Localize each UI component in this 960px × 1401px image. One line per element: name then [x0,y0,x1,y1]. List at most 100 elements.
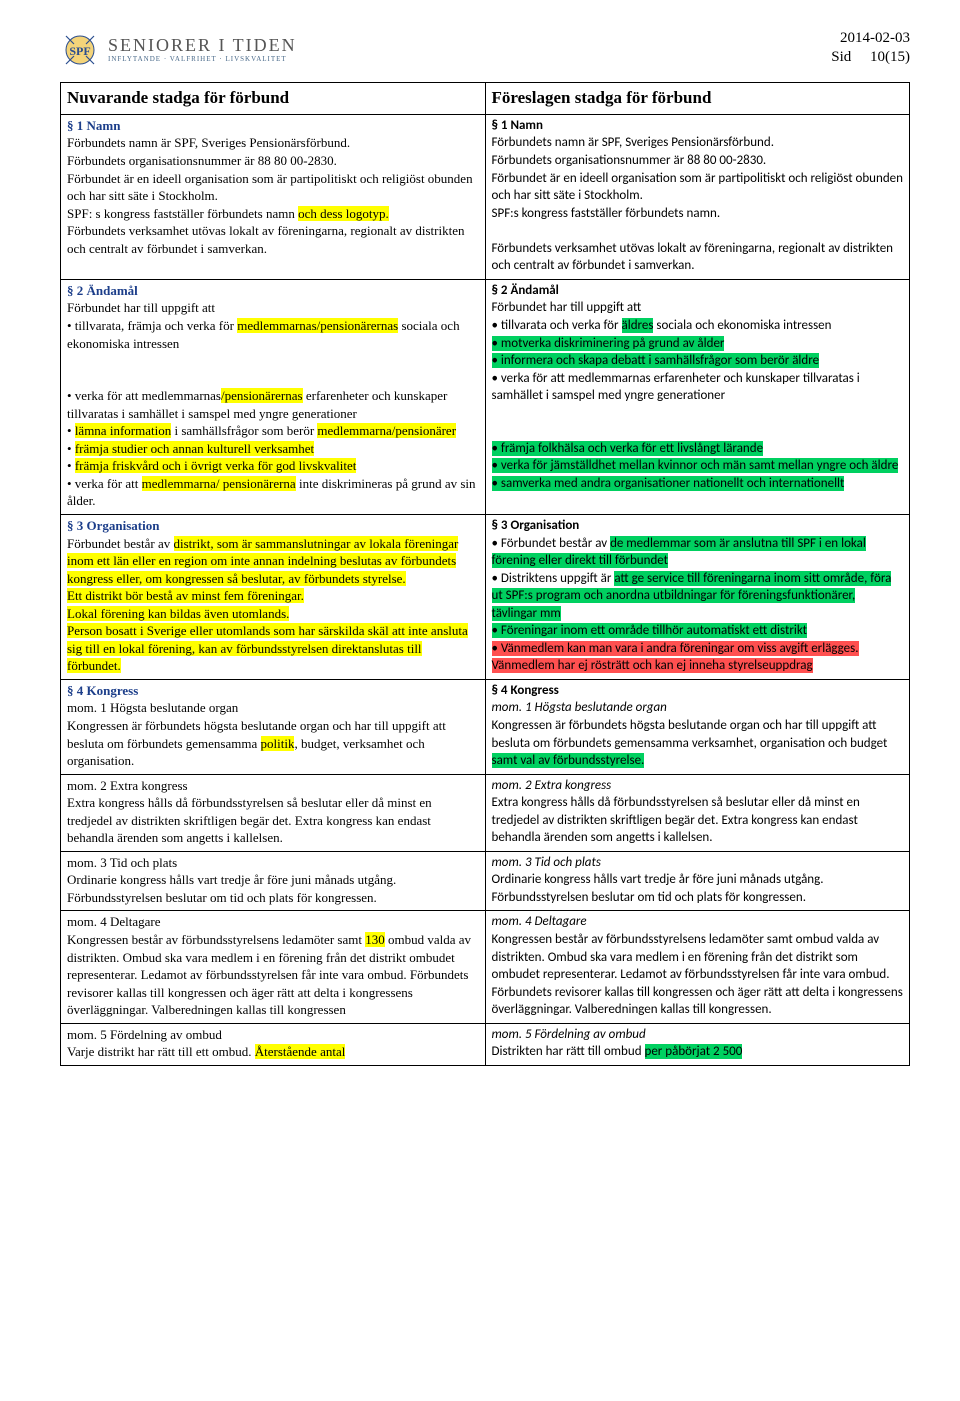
text-segment: Förbundet har till uppgift att [67,300,215,315]
text-segment: • verka för att [67,476,142,491]
text-segment: • främja folkhälsa och verka för ett liv… [492,441,764,456]
page-indicator: Sid 10(15) [831,49,910,66]
text-segment: och dess logotyp. [298,206,389,221]
table-row: mom. 2 Extra kongress Extra kongress håll… [61,774,910,851]
table-row: § 4 Kongress mom. 1 Högsta beslutande org… [61,679,910,774]
text-segment: • informera och skapa debatt i samhällsf… [492,353,820,368]
logo-block: SPF SENIORER I TIDEN INFLYTANDE · VALFRI… [60,30,297,70]
text-segment: mom. 2 Extra kongress [492,778,612,793]
proposed-cell: mom. 5 Fördelning av ombud Distrikten har… [485,1023,910,1065]
text-segment: Kongressen består av förbundsstyrelsens … [492,932,903,1017]
table-row: mom. 5 Fördelning av ombudVarje distrikt… [61,1023,910,1065]
text-segment: distrikt, som är sammanslutningar av lok… [174,536,459,551]
table-body: § 1 Namn Förbundets namn är SPF, Sveriges… [61,114,910,1065]
text-segment: • samverka med andra organisationer nati… [492,476,845,491]
section-heading: § 4 Kongress [67,683,138,698]
text-segment: Förbundets namn är SPF, Sveriges Pension… [492,135,775,150]
proposed-cell: mom. 4 Deltagare Kongressen består av för… [485,911,910,1023]
text-segment: lämna information [75,423,171,438]
section-heading: § 4 Kongress [492,683,559,698]
text-segment: • [67,441,75,456]
text-segment: Kongressen består av förbundsstyrelsens … [67,932,365,947]
text-segment: Förbundets organisationsnummer är 88 80 … [67,153,337,168]
text-segment: främja friskvård och i övrigt verka för … [75,458,357,473]
page: SPF SENIORER I TIDEN INFLYTANDE · VALFRI… [0,0,960,1096]
text-segment: • Föreningar inom ett område tillhör aut… [492,623,808,638]
table-row: mom. 3 Tid och plats Ordinarie kongress h… [61,851,910,911]
current-cell: mom. 5 Fördelning av ombudVarje distrikt… [61,1023,486,1065]
current-cell: § 2 Ändamål Förbundet har till uppgift at… [61,279,486,514]
current-cell: mom. 4 Deltagare Kongressen består av för… [61,911,486,1023]
text-segment: Distrikten har rätt till ombud [492,1044,645,1059]
text-segment: • [67,458,75,473]
table-row: § 2 Ändamål Förbundet har till uppgift at… [61,279,910,514]
section-heading: § 1 Namn [492,118,543,133]
section-heading: § 2 Ändamål [492,283,559,298]
text-segment: medlemmarnas/pensionärernas [237,318,398,333]
text-segment: Extra kongress hålls då förbundsstyrelse… [67,795,432,845]
text-segment: politik [261,736,295,751]
text-segment: Person bosatt i Sverige eller utomlands … [67,623,468,673]
table-row: § 3 Organisation Förbundet består av dist… [61,514,910,679]
text-segment: • Vänmedlem kan man vara i andra förenin… [492,641,859,656]
text-segment: Ordinarie kongress hålls vart tredje år … [67,872,396,905]
text-segment: mom. 5 Fördelning av ombud [492,1027,646,1042]
logo-text: SENIORER I TIDEN INFLYTANDE · VALFRIHET … [108,36,297,63]
current-cell: mom. 3 Tid och platsOrdinarie kongress h… [61,851,486,911]
org-tagline: INFLYTANDE · VALFRIHET · LIVSKVALITET [108,56,297,64]
text-segment: Förbundet består av [67,536,174,551]
text-segment: Vänmedlem har ej rösträtt och kan ej inn… [492,658,813,673]
sid-label: Sid [831,49,851,65]
text-segment: Återstående antal [255,1044,346,1059]
text-segment: SPF: s kongress fastställer förbundets n… [67,206,298,221]
proposed-cell: mom. 3 Tid och platsOrdinarie kongress h… [485,851,910,911]
text-segment: • tillvarata och verka för [492,318,622,333]
text-segment: i samhällsfrågor som berör [171,423,317,438]
text-segment: äldres [622,318,654,333]
text-segment: Förbundets verksamhet utövas lokalt av f… [492,241,894,274]
page-number: 10(15) [870,49,910,65]
text-segment: mom. 3 Tid och plats [492,855,601,870]
text-segment: • [67,423,75,438]
text-segment: mom. 1 Högsta beslutande organ [67,700,238,715]
current-cell: mom. 2 Extra kongress Extra kongress håll… [61,774,486,851]
text-segment: Extra kongress hålls då förbundsstyrelse… [492,795,860,845]
date-block: 2014-02-03 Sid 10(15) [831,30,910,66]
svg-text:SPF: SPF [69,44,90,58]
column-header-proposed: Föreslagen stadga för förbund [485,83,910,115]
text-segment: Förbundet är en ideell organisation som … [67,171,473,204]
text-segment: mom. 4 Deltagare [67,914,161,929]
text-segment: mom. 2 Extra kongress [67,778,188,793]
org-name: SENIORER I TIDEN [108,36,297,56]
text-segment: medlemmarna/ pensionärerna [142,476,296,491]
text-segment: mom. 1 Högsta beslutande organ [492,700,667,715]
current-cell: § 3 Organisation Förbundet består av dist… [61,514,486,679]
text-segment: • verka för jämställdhet mellan kvinnor … [492,458,899,473]
current-cell: § 4 Kongress mom. 1 Högsta beslutande org… [61,679,486,774]
text-segment: • verka för att medlemmarnas [67,388,221,403]
proposed-cell: § 4 Kongress mom. 1 Högsta beslutande org… [485,679,910,774]
text-segment: • tillvarata, främja och verka för [67,318,237,333]
text-segment: • Förbundet består av [492,536,611,551]
text-segment: Förbundets organisationsnummer är 88 80 … [492,153,767,168]
section-heading: § 3 Organisation [492,518,580,533]
text-segment: inom ett län eller en region om inte ann… [67,553,456,586]
text-segment: främja studier och annan kulturell verks… [75,441,314,456]
text-segment: samt val av förbundsstyrelse. [492,753,645,768]
text-segment: mom. 4 Deltagare [492,914,587,929]
logo-icon: SPF [60,30,100,70]
text-segment: Förbundet har till uppgift att [492,300,642,315]
section-heading: § 2 Ändamål [67,283,138,298]
section-heading: § 1 Namn [67,118,120,133]
text-segment: Ett distrikt bör bestå av minst fem före… [67,588,304,603]
text-segment: mom. 5 Fördelning av ombud [67,1027,222,1042]
text-segment: Förbundets verksamhet utövas lokalt av f… [67,223,464,256]
page-header: SPF SENIORER I TIDEN INFLYTANDE · VALFRI… [60,30,910,70]
text-segment: medlemmarna/pensionärer [317,423,456,438]
text-segment: • motverka diskriminering på grund av ål… [492,336,725,351]
text-segment: SPF:s kongress fastställer förbundets na… [492,206,721,221]
proposed-cell: § 1 Namn Förbundets namn är SPF, Sveriges… [485,114,910,279]
section-heading: § 3 Organisation [67,518,159,533]
document-date: 2014-02-03 [831,30,910,47]
text-segment: sociala och ekonomiska intressen [653,318,831,333]
